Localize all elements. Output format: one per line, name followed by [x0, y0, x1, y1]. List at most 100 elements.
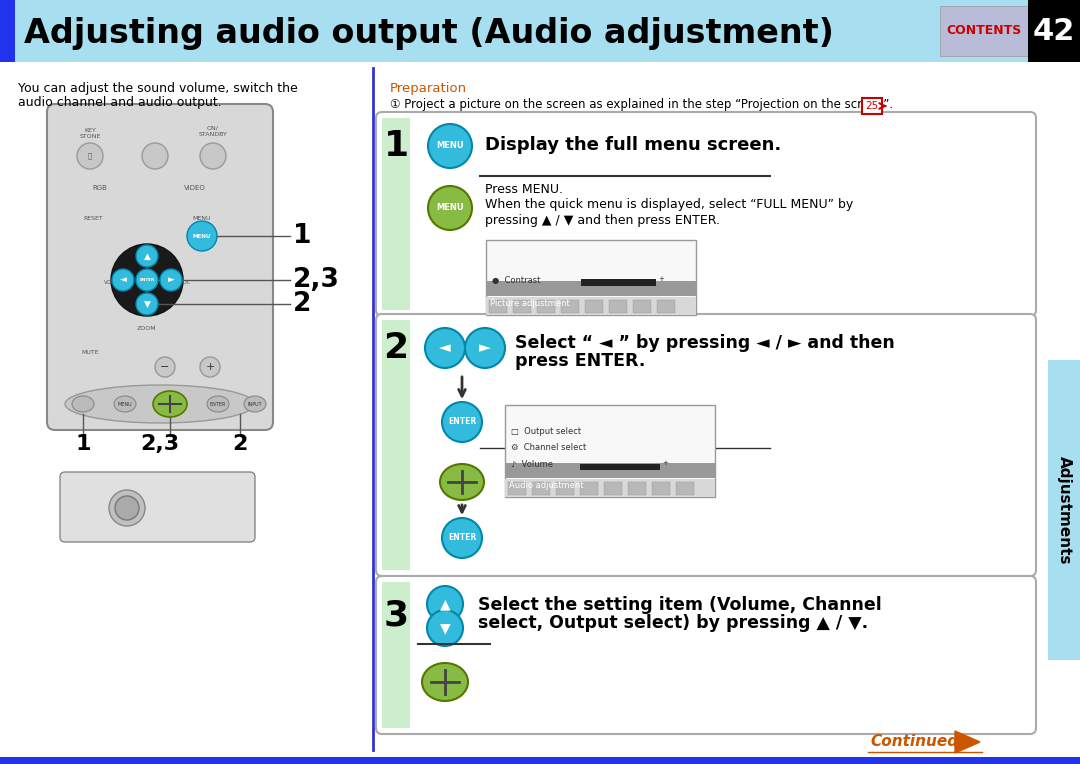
Circle shape — [136, 245, 158, 267]
FancyBboxPatch shape — [513, 300, 531, 313]
Ellipse shape — [153, 391, 187, 417]
Text: VIDEO: VIDEO — [184, 185, 206, 191]
Circle shape — [427, 586, 463, 622]
FancyBboxPatch shape — [505, 479, 715, 497]
Ellipse shape — [422, 663, 468, 701]
Text: ENTER: ENTER — [139, 278, 154, 282]
Text: ⬜: ⬜ — [87, 153, 92, 160]
Text: ON/
STANDBY: ON/ STANDBY — [199, 126, 228, 137]
Circle shape — [111, 244, 183, 316]
Text: 2,3: 2,3 — [140, 434, 179, 454]
Circle shape — [114, 496, 139, 520]
Text: 2,3: 2,3 — [293, 267, 340, 293]
Text: Press MENU.: Press MENU. — [485, 183, 563, 196]
Text: ►: ► — [480, 341, 491, 355]
Text: 42: 42 — [1032, 17, 1076, 46]
Text: ENTER: ENTER — [448, 417, 476, 426]
Text: Audio adjustment: Audio adjustment — [509, 481, 583, 490]
FancyBboxPatch shape — [376, 576, 1036, 734]
FancyBboxPatch shape — [505, 463, 715, 478]
FancyBboxPatch shape — [532, 482, 550, 495]
Circle shape — [136, 269, 158, 291]
FancyBboxPatch shape — [561, 300, 579, 313]
FancyBboxPatch shape — [48, 104, 273, 430]
Text: Display the full menu screen.: Display the full menu screen. — [485, 136, 781, 154]
Circle shape — [428, 124, 472, 168]
Circle shape — [187, 221, 217, 251]
FancyBboxPatch shape — [940, 6, 1028, 56]
Text: 2: 2 — [293, 291, 311, 317]
FancyBboxPatch shape — [580, 464, 660, 470]
Text: ENTER: ENTER — [210, 402, 226, 406]
Text: ENTER: ENTER — [448, 533, 476, 542]
Circle shape — [442, 402, 482, 442]
Circle shape — [200, 143, 226, 169]
Text: ▼: ▼ — [144, 299, 150, 309]
Circle shape — [109, 490, 145, 526]
Text: 2: 2 — [383, 331, 408, 365]
FancyBboxPatch shape — [633, 300, 651, 313]
Text: VOL: VOL — [179, 280, 190, 285]
Text: press ENTER.: press ENTER. — [515, 352, 646, 370]
Text: MUTE: MUTE — [81, 350, 98, 355]
Ellipse shape — [72, 396, 94, 412]
FancyBboxPatch shape — [382, 118, 410, 310]
Text: CONTENTS: CONTENTS — [946, 24, 1022, 37]
FancyBboxPatch shape — [382, 582, 410, 728]
Text: KEY
STONE: KEY STONE — [79, 128, 100, 139]
Text: 2: 2 — [232, 434, 247, 454]
Text: RGB: RGB — [93, 185, 107, 191]
FancyBboxPatch shape — [60, 472, 255, 542]
Circle shape — [428, 186, 472, 230]
Text: Select “ ◄ ” by pressing ◄ / ► and then: Select “ ◄ ” by pressing ◄ / ► and then — [515, 334, 894, 352]
Text: Adjusting audio output (Audio adjustment): Adjusting audio output (Audio adjustment… — [24, 17, 834, 50]
Polygon shape — [955, 731, 980, 753]
Text: ◄: ◄ — [440, 341, 450, 355]
Text: You can adjust the sound volume, switch the: You can adjust the sound volume, switch … — [18, 82, 298, 95]
FancyBboxPatch shape — [382, 320, 410, 570]
Text: pressing ▲ / ▼ and then press ENTER.: pressing ▲ / ▼ and then press ENTER. — [485, 214, 720, 227]
Text: MENU: MENU — [118, 402, 133, 406]
FancyBboxPatch shape — [486, 240, 696, 315]
FancyBboxPatch shape — [486, 297, 696, 315]
Text: MENU: MENU — [436, 141, 463, 151]
FancyBboxPatch shape — [376, 112, 1036, 316]
Text: Picture adjustment: Picture adjustment — [490, 299, 570, 307]
Circle shape — [160, 269, 183, 291]
Circle shape — [426, 328, 465, 368]
Ellipse shape — [244, 396, 266, 412]
FancyBboxPatch shape — [657, 300, 675, 313]
FancyBboxPatch shape — [505, 405, 715, 497]
Ellipse shape — [159, 396, 181, 412]
Text: ●  Contrast: ● Contrast — [492, 276, 540, 285]
Text: MENU: MENU — [192, 216, 212, 221]
Circle shape — [465, 328, 505, 368]
Text: MENU: MENU — [436, 203, 463, 212]
Circle shape — [427, 610, 463, 646]
Text: 25: 25 — [865, 101, 879, 111]
Circle shape — [136, 293, 158, 315]
Text: ① Project a picture on the screen as explained in the step “Projection on the sc: ① Project a picture on the screen as exp… — [390, 98, 893, 111]
Text: 3: 3 — [383, 599, 408, 633]
Ellipse shape — [207, 396, 229, 412]
FancyBboxPatch shape — [676, 482, 694, 495]
FancyBboxPatch shape — [581, 279, 656, 286]
Text: RESET: RESET — [83, 216, 103, 221]
Circle shape — [200, 357, 220, 377]
Text: 1: 1 — [293, 223, 311, 249]
Text: INPUT: INPUT — [247, 402, 262, 406]
Text: +: + — [662, 460, 667, 466]
Text: □  Output select: □ Output select — [511, 427, 581, 436]
Text: 1: 1 — [383, 129, 408, 163]
Text: ▲: ▲ — [144, 251, 150, 261]
Text: ▼: ▼ — [440, 621, 450, 635]
Text: ♪  Volume: ♪ Volume — [511, 460, 553, 469]
Text: audio channel and audio output.: audio channel and audio output. — [18, 96, 221, 109]
Text: Continued: Continued — [870, 734, 958, 749]
Text: +: + — [658, 276, 664, 282]
Circle shape — [141, 143, 168, 169]
Text: Select the setting item (Volume, Channel: Select the setting item (Volume, Channel — [478, 596, 881, 614]
Ellipse shape — [65, 385, 255, 423]
FancyBboxPatch shape — [537, 300, 555, 313]
Text: Adjustments: Adjustments — [1056, 456, 1071, 565]
